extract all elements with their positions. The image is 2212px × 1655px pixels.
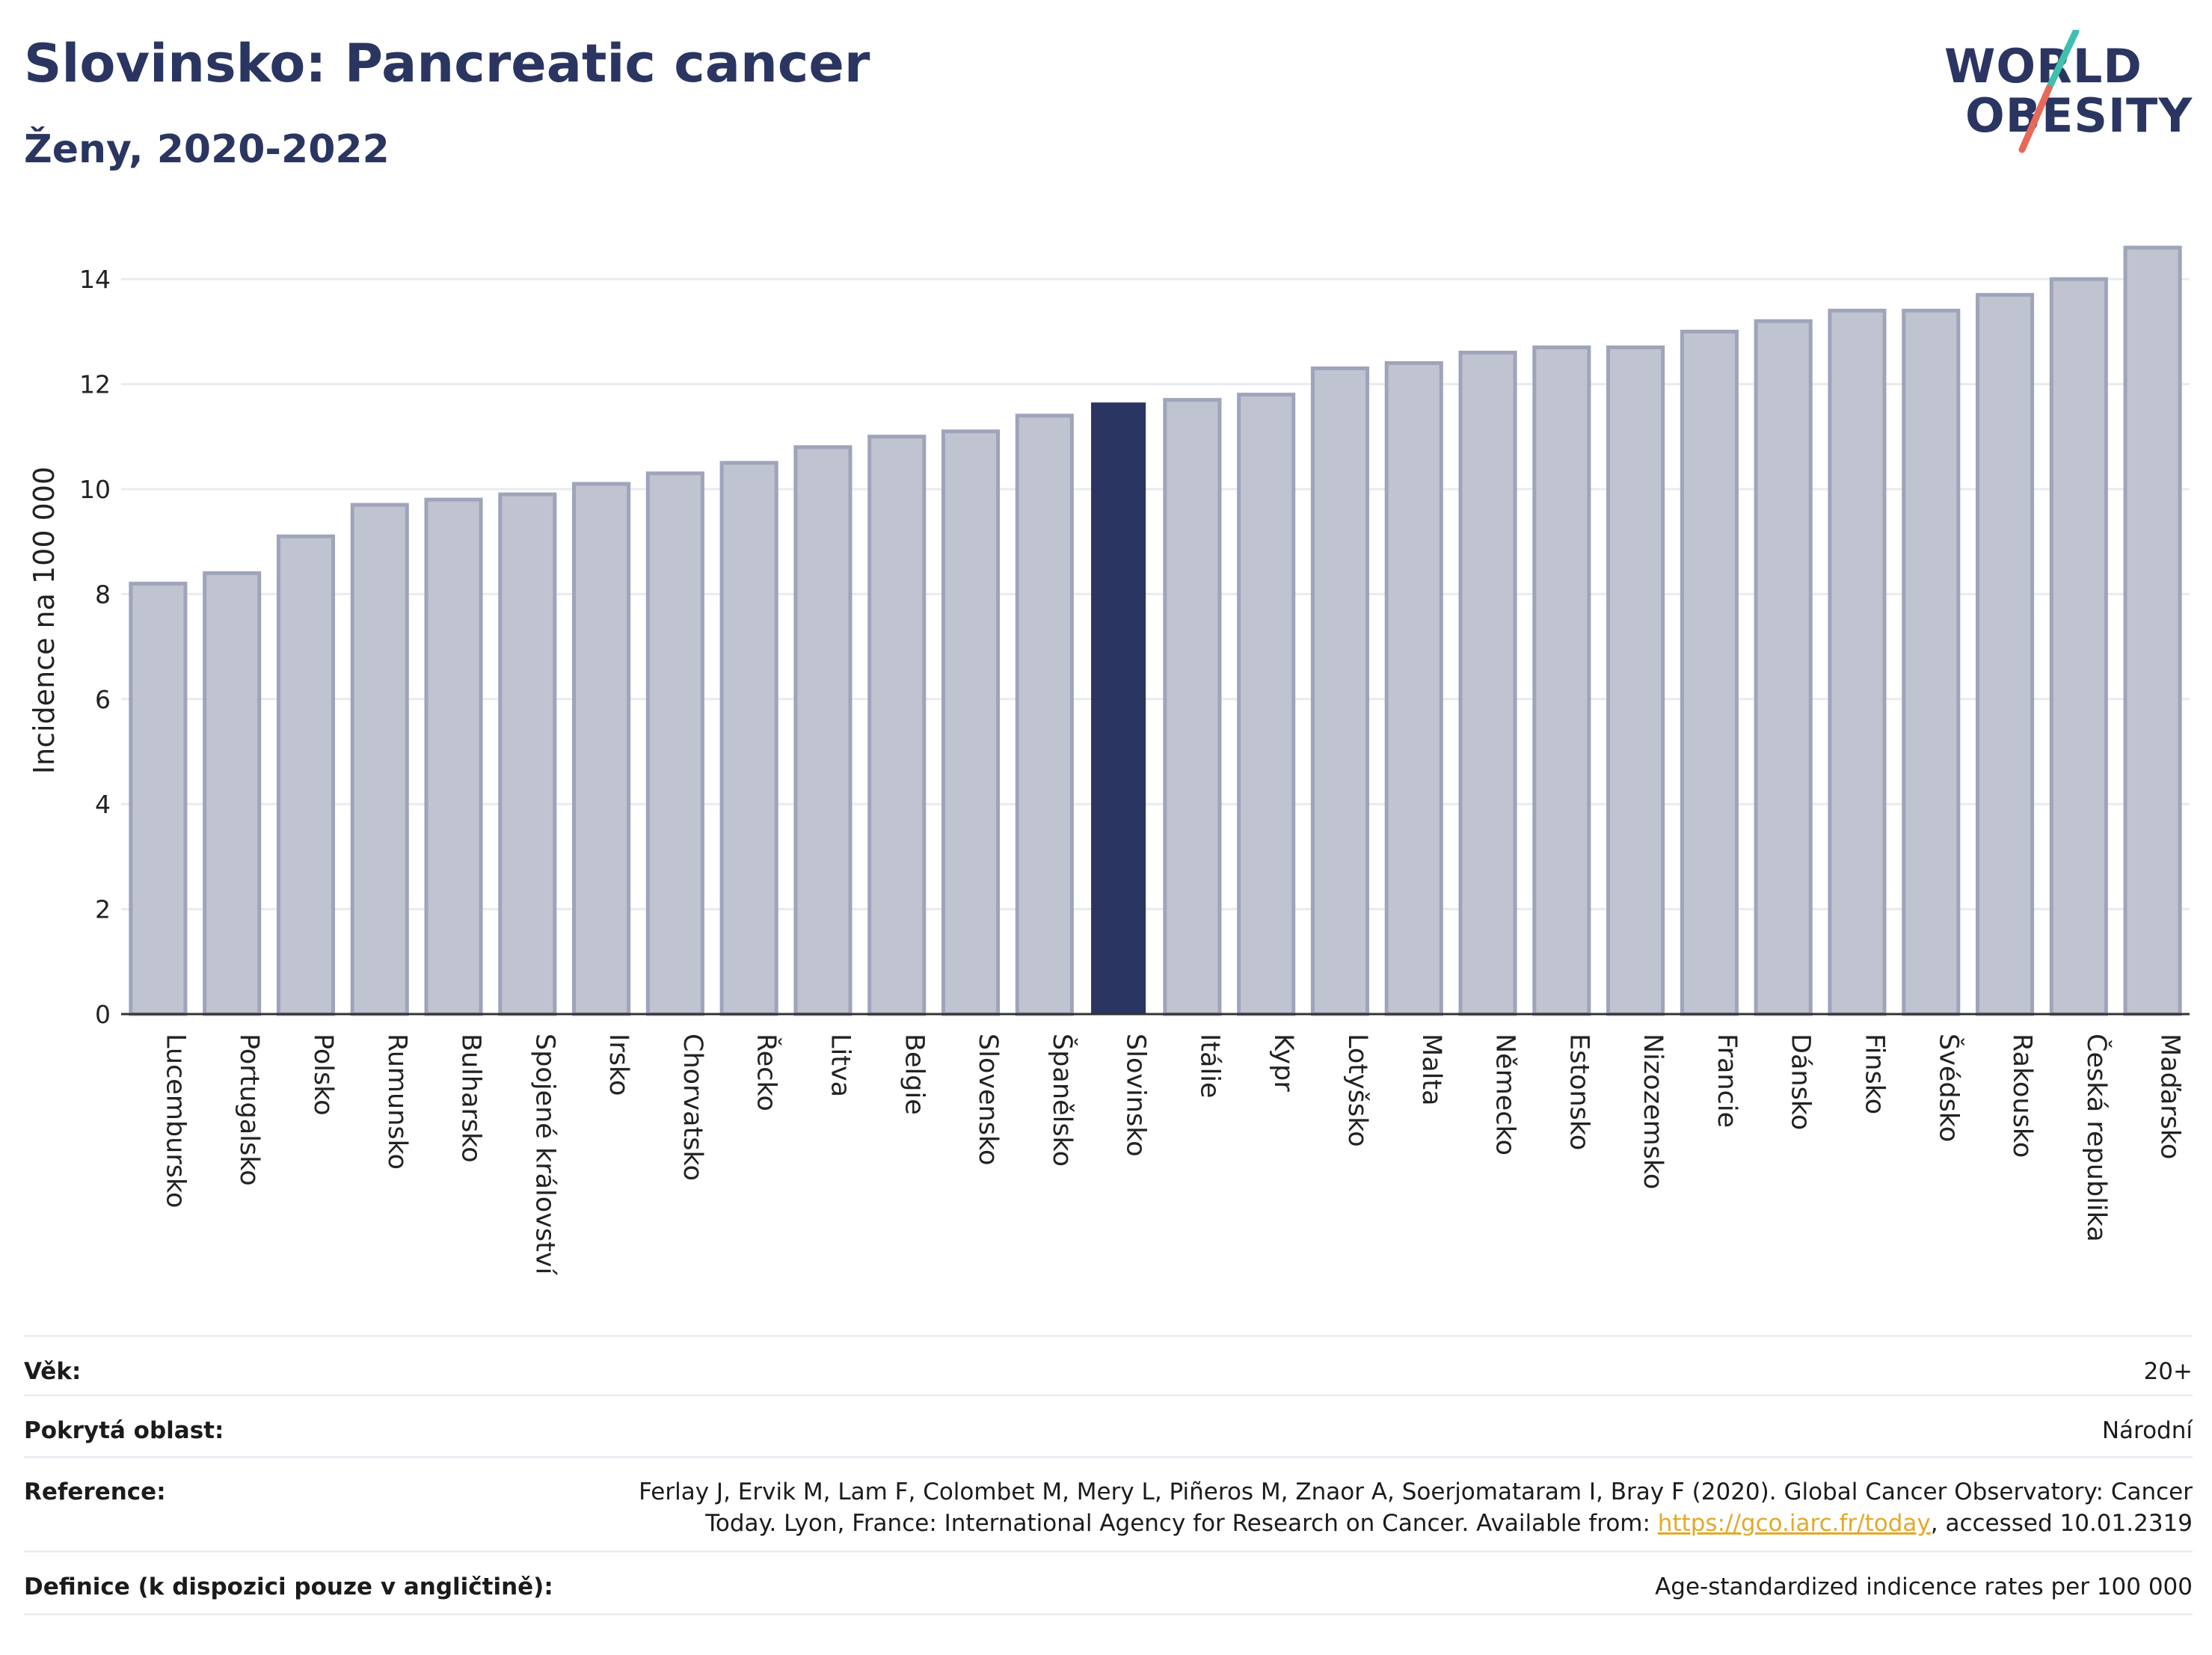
meta-row-age: Věk: 20+ xyxy=(24,1335,2193,1394)
x-tick-label: Chorvatsko xyxy=(678,1034,707,1181)
bar xyxy=(719,461,778,1016)
meta-label-reference: Reference: xyxy=(24,1479,166,1505)
x-tick-label: Litva xyxy=(825,1034,855,1097)
y-axis-title: Incidence na 100 000 xyxy=(28,467,61,774)
reference-line-2-end: , accessed 10.01.2319 xyxy=(1930,1510,2193,1537)
bar xyxy=(941,429,1001,1016)
bar xyxy=(645,471,704,1016)
logo-line-2: OBESITY xyxy=(1965,88,2193,143)
bar xyxy=(1606,345,1665,1016)
bar xyxy=(572,482,631,1016)
bar xyxy=(129,581,188,1016)
bar xyxy=(1015,414,1074,1016)
x-tick-label: Polsko xyxy=(308,1034,338,1116)
logo-slash-icon xyxy=(2018,30,2080,153)
x-tick-label: Spojené království xyxy=(529,1034,559,1276)
bar-chart: 0 2 4 6 8 10 12 14 Incidence na 100 000 Lucemburs… xyxy=(28,245,2190,1276)
x-tick-label: Rakousko xyxy=(2007,1034,2037,1158)
meta-label-definition: Definice (k dispozici pouze v angličtině… xyxy=(24,1573,553,1600)
bar xyxy=(1828,308,1887,1016)
bar xyxy=(1532,345,1591,1016)
y-tick-label: 2 xyxy=(95,895,111,924)
x-tick-label: Lotyšsko xyxy=(1342,1034,1372,1147)
meta-value-age: 20+ xyxy=(2143,1358,2193,1385)
metadata-bottom-rule xyxy=(24,1613,2193,1615)
x-tick-label: Malta xyxy=(1416,1034,1446,1106)
bar xyxy=(2123,245,2182,1016)
y-tick-label: 14 xyxy=(79,265,111,294)
reference-link[interactable]: https://gco.iarc.fr/today xyxy=(1657,1510,1931,1537)
world-obesity-logo: WORLD OBESITY xyxy=(1944,30,2199,165)
x-tick-label: Nizozemsko xyxy=(1638,1034,1668,1189)
meta-value-reference: Ferlay J, Ervik M, Lam F, Colombet M, Me… xyxy=(639,1476,2193,1539)
x-tick-label: Irsko xyxy=(603,1034,633,1096)
y-tick-label: 12 xyxy=(79,370,111,399)
x-tick-label: Švédsko xyxy=(1933,1034,1964,1142)
bar xyxy=(1902,308,1961,1016)
x-tick-label: Rumunsko xyxy=(382,1034,412,1170)
bar xyxy=(276,534,336,1016)
bar xyxy=(350,503,409,1016)
bar xyxy=(203,571,262,1016)
bar xyxy=(1163,398,1222,1016)
bar xyxy=(793,445,852,1016)
x-tick-label: Finsko xyxy=(1859,1034,1889,1114)
meta-label-age: Věk: xyxy=(24,1358,82,1385)
meta-row-reference: Reference: Ferlay J, Ervik M, Lam F, Col… xyxy=(24,1456,2193,1550)
metadata-table: Věk: 20+ Pokrytá oblast: Národní Referen… xyxy=(24,1335,2193,1615)
x-tick-label: Estonsko xyxy=(1564,1034,1594,1150)
x-tick-label: Německo xyxy=(1490,1034,1520,1155)
x-tick-label: Slovensko xyxy=(973,1034,1003,1165)
x-tick-label: Lucembursko xyxy=(160,1034,190,1208)
x-tick-label: Slovinsko xyxy=(1121,1034,1151,1157)
meta-label-coverage: Pokrytá oblast: xyxy=(24,1417,224,1444)
x-tick-label: Bulharsko xyxy=(456,1034,486,1163)
x-tick-label: Dánsko xyxy=(1786,1034,1816,1130)
meta-row-definition: Definice (k dispozici pouze v angličtině… xyxy=(24,1550,2193,1613)
x-tick-label: Řecko xyxy=(752,1034,783,1111)
x-tick-label: Belgie xyxy=(899,1034,929,1115)
bar xyxy=(2049,277,2108,1016)
x-tick-label: Kypr xyxy=(1268,1034,1298,1092)
x-tick-label: Česká republika xyxy=(2081,1034,2113,1242)
bar xyxy=(1754,319,1813,1016)
x-tick-label: Itálie xyxy=(1194,1034,1224,1098)
bar xyxy=(867,435,927,1016)
bar xyxy=(1384,361,1443,1016)
meta-row-coverage: Pokrytá oblast: Národní xyxy=(24,1394,2193,1456)
meta-value-coverage: Národní xyxy=(2101,1417,2193,1444)
meta-value-definition: Age-standardized indicence rates per 100… xyxy=(1655,1573,2193,1600)
bar xyxy=(424,497,483,1016)
x-tick-label: Španělsko xyxy=(1047,1034,1078,1167)
bar xyxy=(1458,350,1517,1016)
x-tick-label: Maďarsko xyxy=(2155,1034,2185,1159)
x-tick-label: Portugalsko xyxy=(234,1034,264,1186)
bar xyxy=(1237,393,1296,1016)
x-tick-label: Francie xyxy=(1712,1034,1742,1128)
y-tick-label: 8 xyxy=(95,580,111,609)
bar xyxy=(1680,329,1739,1016)
reference-line-2-start: Today. Lyon, France: International Agenc… xyxy=(705,1510,1658,1537)
bar xyxy=(1975,292,2035,1016)
bar xyxy=(1091,402,1146,1014)
y-tick-label: 10 xyxy=(79,475,111,504)
y-tick-label: 4 xyxy=(95,790,111,819)
y-tick-label: 6 xyxy=(95,685,111,714)
y-tick-label: 0 xyxy=(95,1000,111,1029)
bar xyxy=(1310,366,1370,1016)
bar xyxy=(498,492,557,1016)
chart-title: Slovinsko: Pancreatic cancer xyxy=(24,33,870,94)
logo-line-1: WORLD xyxy=(1944,39,2142,93)
reference-line-1: Ferlay J, Ervik M, Lam F, Colombet M, Me… xyxy=(639,1479,2193,1505)
chart-subtitle: Ženy, 2020-2022 xyxy=(24,127,390,172)
